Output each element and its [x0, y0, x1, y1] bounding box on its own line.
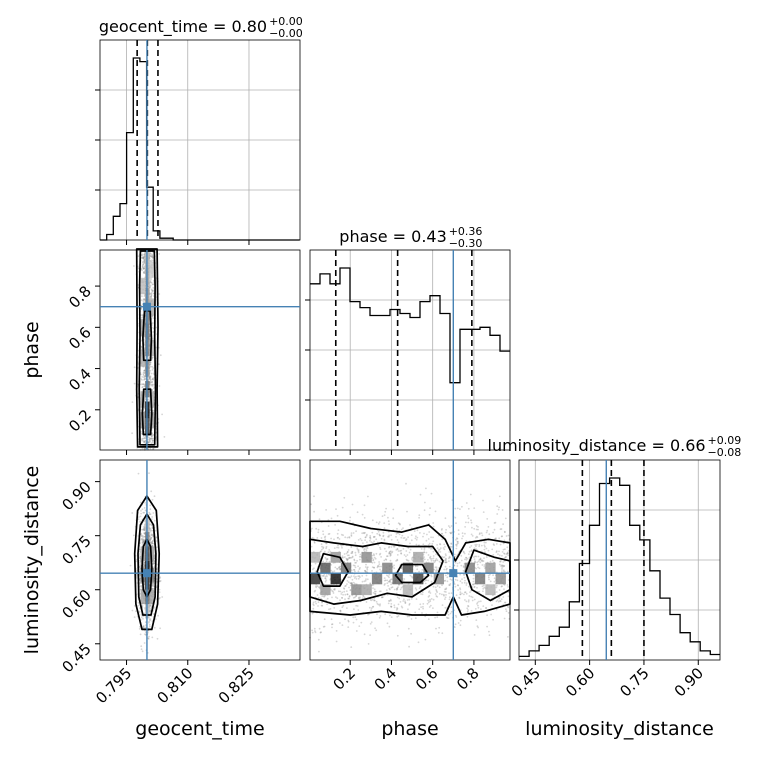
title-luminosity-distance-lower: −0.08 — [708, 446, 742, 459]
density-cell-phase_luminosity_distance-23 — [485, 584, 496, 596]
density-cell-phase_luminosity_distance-7 — [382, 562, 393, 574]
contour-phase-luminosity-distance-1 — [309, 538, 444, 605]
contour-phase-luminosity-distance-4 — [394, 563, 430, 584]
density-cell-phase_luminosity_distance-10 — [413, 573, 424, 585]
title-phase-lower: −0.30 — [449, 237, 483, 250]
title-luminosity-distance-upper: +0.09 — [708, 434, 742, 447]
density-cell-phase_luminosity_distance-16 — [495, 573, 506, 585]
x-tick-label: 0.60 — [562, 664, 598, 700]
panel-geocent-time-vs-phase — [99, 249, 301, 451]
title-geocent-time: geocent_time = 0.80 — [99, 17, 267, 37]
y-tick-label: 0.2 — [65, 406, 95, 436]
x-tick-label: 0.90 — [671, 664, 707, 700]
density-cell-geocent_time_luminosity_distance-10 — [149, 589, 155, 605]
density-cell-phase_luminosity_distance-15 — [485, 562, 496, 574]
density-cell-geocent_time_phase-19 — [149, 261, 155, 278]
contour-geocent-time-phase-2 — [142, 309, 153, 362]
y-tick-label: 0.90 — [58, 478, 94, 514]
x-tick-label: 0.810 — [154, 664, 197, 707]
x-axis-label-geocent-time: geocent_time — [135, 718, 264, 740]
density-cell-phase_luminosity_distance-12 — [433, 573, 444, 585]
title-geocent-time-upper: +0.00 — [269, 15, 303, 28]
x-axis-label-luminosity-distance: luminosity_distance — [525, 718, 714, 740]
density-cell-phase_luminosity_distance-2 — [330, 573, 341, 585]
truth-marker-geocent-time-phase — [142, 302, 151, 311]
contour-phase-luminosity-distance-3 — [316, 552, 349, 587]
title-phase-upper: +0.36 — [449, 225, 483, 238]
contour-phase-luminosity-distance-2 — [464, 549, 511, 602]
x-tick-label: 0.795 — [92, 664, 135, 707]
x-tick-label: 0.6 — [412, 664, 442, 694]
density-cell-phase_luminosity_distance-4 — [351, 584, 362, 596]
x-tick-label: 0.45 — [508, 664, 544, 700]
histogram-phase — [310, 267, 510, 384]
y-tick-label: 0.75 — [58, 532, 94, 568]
density-cell-phase_luminosity_distance-14 — [474, 573, 486, 585]
y-tick-label: 0.45 — [58, 640, 94, 676]
density-cell-phase_luminosity_distance-5 — [361, 551, 372, 563]
y-tick-label: 0.6 — [65, 323, 95, 353]
x-tick-label: 0.8 — [453, 664, 483, 694]
x-tick-label: 0.2 — [329, 664, 359, 694]
density-cell-phase_luminosity_distance-13 — [464, 562, 475, 574]
density-cell-phase_luminosity_distance-1 — [320, 562, 331, 574]
density-cell-phase_luminosity_distance-9 — [402, 562, 414, 574]
title-phase: phase = 0.43 — [339, 227, 446, 246]
contour-geocent-time-phase-1 — [138, 250, 157, 446]
x-axis-label-phase: phase — [381, 718, 438, 740]
density-cell-phase_luminosity_distance-18 — [330, 551, 341, 563]
truth-marker-phase-luminosity-distance — [449, 569, 458, 578]
density-cell-phase_luminosity_distance-0 — [310, 573, 321, 585]
density-cell-phase_luminosity_distance-22 — [310, 551, 321, 563]
histogram-luminosity-distance — [519, 477, 720, 658]
y-axis-label-luminosity-distance: luminosity_distance — [21, 466, 43, 655]
density-cell-phase_luminosity_distance-11 — [423, 562, 434, 574]
panel-geocent-time-vs-luminosity-distance — [99, 459, 301, 661]
y-tick-label: 0.8 — [65, 282, 95, 312]
y-tick-label: 0.60 — [58, 586, 94, 622]
contour-geocent-time-phase-3 — [141, 388, 153, 436]
x-tick-label: 0.75 — [616, 664, 652, 700]
density-cell-phase_luminosity_distance-21 — [402, 584, 414, 596]
histogram-geocent-time — [100, 57, 300, 241]
density-cell-phase_luminosity_distance-20 — [413, 551, 424, 563]
density-cell-geocent_time_luminosity_distance-9 — [140, 589, 146, 605]
density-cell-phase_luminosity_distance-6 — [371, 573, 383, 585]
title-luminosity-distance: luminosity_distance = 0.66 — [488, 436, 706, 456]
density-cell-phase_luminosity_distance-19 — [361, 584, 372, 596]
truth-marker-geocent-time-luminosity-distance — [142, 569, 151, 578]
contour-geocent-time-phase-0 — [135, 248, 159, 448]
y-axis-label-phase: phase — [21, 321, 43, 378]
density-cell-geocent_time_phase-14 — [140, 277, 146, 295]
density-cell-phase_luminosity_distance-17 — [320, 584, 331, 596]
title-geocent-time-lower: −0.00 — [269, 27, 303, 40]
y-tick-label: 0.4 — [65, 365, 95, 395]
x-tick-label: 0.825 — [215, 664, 258, 707]
x-tick-label: 0.4 — [371, 664, 401, 694]
